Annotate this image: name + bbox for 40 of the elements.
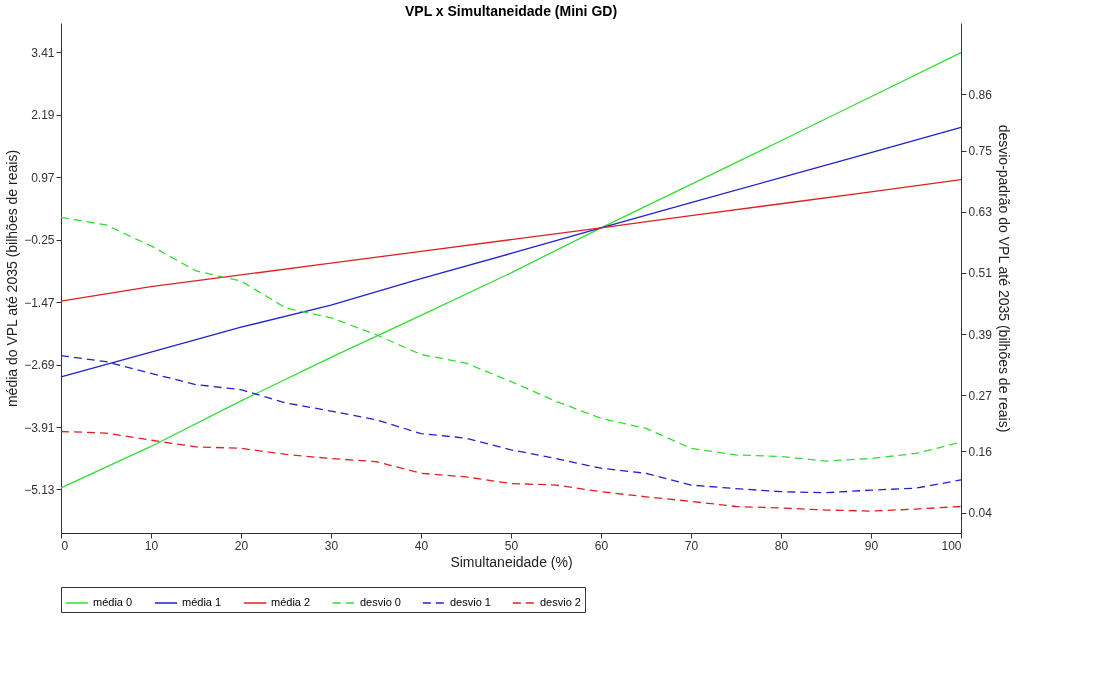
x-tick-label: 30 [324, 538, 339, 553]
legend-label: média 1 [182, 596, 222, 608]
line-series [60, 52, 962, 489]
y-tick-label: −1.47 [24, 295, 55, 310]
x-tick-label: 0 [61, 538, 69, 553]
y-tick-label: 3.41 [31, 45, 55, 60]
x-tick-label: 90 [864, 538, 879, 553]
legend-label: desvio 2 [540, 596, 581, 608]
x-tick-label: 70 [684, 538, 699, 553]
y2-tick-label: 0.04 [968, 506, 993, 521]
y-tick-label: 0.97 [31, 170, 55, 185]
y2-axis-title: desvio-padrão do VPL até 2035 (bilhões de reais) [995, 124, 1012, 433]
x-tick-label: 10 [144, 538, 159, 553]
legend-label: média 2 [271, 596, 311, 608]
x-tick-label: 50 [504, 538, 519, 553]
y-axis-title: média do VPL até 2035 (bilhões de reais) [4, 149, 21, 408]
legend-label: desvio 1 [450, 596, 491, 608]
x-tick-label: 40 [414, 538, 429, 553]
line-series [60, 430, 962, 512]
x-axis-title: Simultaneidade (%) [450, 553, 573, 570]
legend-label: média 0 [93, 596, 133, 608]
y2-tick-label: 0.86 [968, 87, 993, 102]
y2-tick-label: 0.63 [968, 205, 993, 220]
y2-tick-label: 0.39 [968, 327, 993, 342]
y2-tick-label: 0.16 [968, 444, 993, 459]
y2-tick-label: 0.51 [968, 266, 993, 281]
legend-label: desvio 0 [360, 596, 401, 608]
x-tick-label: 20 [234, 538, 249, 553]
line-series [60, 179, 962, 302]
x-tick-label: 100 [941, 538, 962, 553]
chart-title: VPL x Simultaneidade (Mini GD) [404, 3, 618, 19]
y-tick-label: −0.25 [24, 233, 55, 248]
y-tick-label: −2.69 [24, 358, 55, 373]
y2-tick-label: 0.75 [968, 144, 993, 158]
y-tick-label: −3.91 [24, 420, 55, 435]
y2-tick-label: 0.27 [968, 388, 993, 403]
x-tick-label: 80 [774, 538, 789, 553]
y-tick-label: 2.19 [31, 108, 55, 123]
y-tick-label: −5.13 [24, 482, 55, 497]
x-tick-label: 60 [594, 538, 609, 553]
